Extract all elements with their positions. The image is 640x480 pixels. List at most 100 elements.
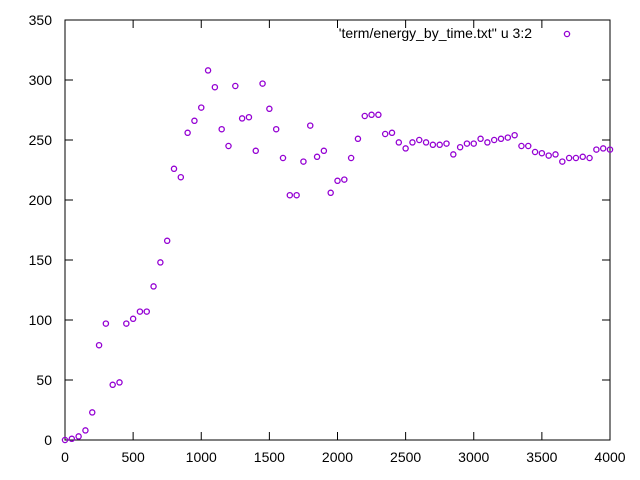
data-point	[402, 145, 409, 152]
data-point	[293, 191, 300, 199]
data-point	[170, 165, 178, 173]
data-point	[163, 237, 171, 245]
data-point	[184, 129, 191, 137]
data-point	[531, 148, 539, 156]
data-point	[518, 142, 525, 150]
x-tick-label: 2500	[390, 449, 421, 465]
axis-tick-labels: 0 500 1000 1500 2000 2500 3000 3500 4000 0 50 100 15…	[29, 12, 626, 465]
data-point	[95, 341, 103, 349]
data-point	[606, 146, 614, 153]
data-point	[559, 158, 566, 165]
legend-label: 'term/energy_by_time.txt'' u 3:2	[339, 25, 532, 41]
data-point	[456, 143, 464, 151]
data-point	[368, 111, 375, 119]
data-point	[136, 308, 144, 315]
data-point	[286, 191, 294, 199]
data-point	[89, 409, 96, 416]
data-point	[75, 433, 82, 440]
y-tick-label: 250	[29, 132, 53, 148]
data-point	[511, 131, 518, 139]
data-point	[388, 129, 396, 137]
data-point	[593, 146, 600, 153]
y-tick-label: 200	[29, 192, 53, 208]
data-point	[82, 427, 89, 434]
data-point	[463, 140, 471, 147]
data-point	[477, 135, 484, 143]
data-point	[443, 140, 450, 147]
data-point	[395, 139, 403, 146]
data-point	[232, 82, 239, 90]
data-point	[109, 381, 116, 389]
y-tick-label: 350	[29, 12, 53, 28]
data-point	[129, 315, 137, 323]
data-point	[545, 152, 552, 159]
data-point	[245, 113, 253, 121]
y-tick-label: 300	[29, 72, 53, 88]
data-point	[334, 177, 341, 185]
x-tick-label: 4000	[594, 449, 625, 465]
data-point	[429, 141, 437, 149]
data-point	[306, 122, 314, 129]
data-point	[150, 283, 157, 290]
x-tick-label: 1000	[186, 449, 217, 465]
data-point	[191, 117, 198, 125]
data-point	[204, 67, 212, 74]
data-point	[450, 151, 457, 158]
data-point	[586, 154, 593, 162]
x-tick-label: 3000	[458, 449, 489, 465]
data-point	[422, 139, 430, 146]
y-tick-label: 150	[29, 252, 53, 268]
x-tick-label: 3500	[526, 449, 557, 465]
data-points	[61, 67, 614, 444]
data-point	[320, 147, 328, 155]
data-point	[272, 125, 280, 133]
data-point	[347, 154, 355, 162]
data-point	[484, 139, 491, 146]
data-point	[300, 158, 307, 165]
data-point	[102, 320, 110, 327]
data-point	[470, 140, 477, 147]
data-point	[375, 111, 382, 119]
x-tick-label: 1500	[254, 449, 285, 465]
data-point	[259, 80, 266, 87]
data-point	[579, 153, 587, 161]
data-point	[341, 176, 348, 183]
data-point	[68, 435, 76, 443]
data-point	[123, 320, 130, 327]
data-point	[313, 153, 321, 161]
axis-ticks	[64, 19, 611, 441]
data-point	[361, 112, 368, 120]
data-point	[252, 147, 259, 155]
data-point	[143, 308, 150, 315]
data-point	[218, 125, 225, 133]
y-tick-label: 100	[29, 312, 53, 328]
data-point	[238, 115, 246, 122]
data-point	[565, 154, 573, 162]
data-point	[197, 104, 205, 111]
data-point	[266, 105, 273, 113]
data-point	[552, 151, 559, 158]
data-point	[497, 135, 505, 143]
data-point	[157, 259, 164, 266]
data-point	[490, 136, 498, 144]
data-point	[116, 379, 123, 386]
data-point	[572, 154, 580, 162]
data-point	[211, 83, 219, 91]
data-point	[436, 141, 443, 149]
plot-frame	[64, 19, 611, 441]
data-point	[538, 149, 546, 157]
data-point	[61, 436, 69, 444]
y-tick-label: 50	[36, 372, 52, 388]
legend: 'term/energy_by_time.txt'' u 3:2	[339, 25, 571, 41]
data-point	[327, 189, 334, 197]
data-point	[409, 139, 416, 146]
data-point	[225, 142, 232, 150]
data-point	[599, 145, 607, 152]
x-tick-label: 2000	[322, 449, 353, 465]
x-tick-label: 0	[61, 449, 69, 465]
data-point	[279, 154, 287, 162]
y-tick-label: 0	[44, 432, 52, 448]
data-point	[525, 142, 532, 150]
data-point	[504, 134, 512, 141]
